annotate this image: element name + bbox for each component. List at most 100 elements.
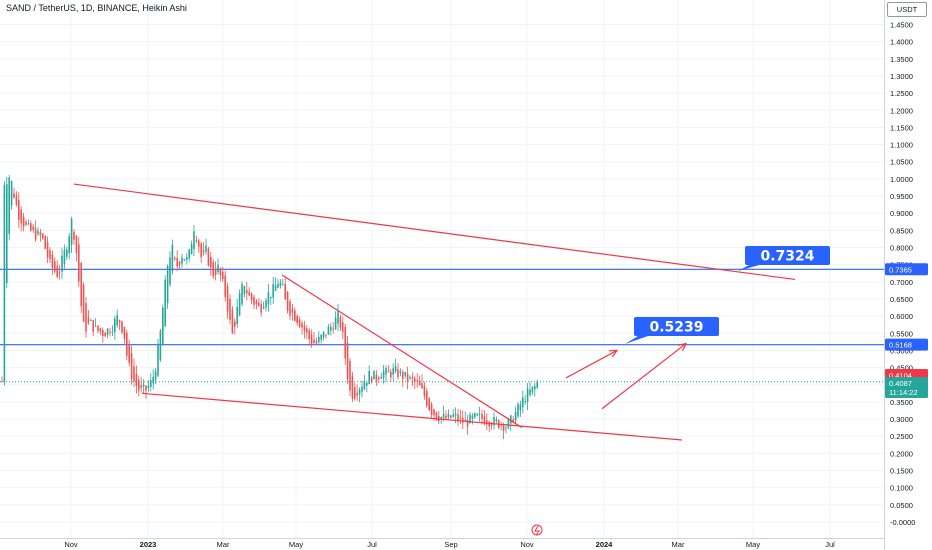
candle-body [3, 184, 6, 382]
candle-body [6, 184, 8, 284]
candle-body [142, 384, 145, 387]
candle-body [356, 392, 358, 396]
candle-body [87, 317, 90, 323]
candle-body [373, 370, 375, 380]
candle-body [279, 282, 282, 287]
arrow-line[interactable] [601, 343, 687, 410]
callout-box[interactable] [745, 246, 830, 265]
candle-body [1, 381, 3, 383]
price-tick-label: 1.4500 [890, 21, 913, 30]
callout-pointer [738, 265, 759, 271]
level-price-badge [885, 263, 928, 276]
currency-button[interactable]: USDT [887, 2, 927, 17]
price-tick-label: 1.3500 [890, 55, 913, 64]
candle-body [198, 240, 200, 247]
arrow-head [678, 342, 688, 352]
candle-body [75, 235, 78, 254]
price-tick-label: 0.1000 [890, 484, 913, 493]
candle-body [195, 240, 198, 242]
callout-label: 0.7324 [760, 249, 814, 265]
callout-box[interactable] [634, 317, 719, 336]
candle-body [241, 284, 243, 305]
candle-body [32, 226, 34, 230]
candle-body [476, 413, 478, 416]
candle-body [308, 330, 310, 340]
candle-body [114, 318, 116, 332]
candle-body [471, 415, 474, 419]
candle-body [63, 250, 66, 264]
candle-body [414, 378, 416, 383]
candle-body [445, 415, 447, 419]
candle-body [224, 275, 226, 297]
price-tick-label: 1.0000 [890, 175, 913, 184]
candle-body [536, 381, 538, 388]
price-tick-label: 0.5000 [890, 346, 913, 355]
candle-body [130, 353, 133, 380]
candle-body [529, 389, 531, 396]
price-tick-label: 1.0500 [890, 158, 913, 167]
candle-body [380, 376, 382, 379]
time-tick-label: 2023 [140, 540, 157, 549]
trendline[interactable] [141, 392, 683, 441]
candle-body [272, 284, 274, 298]
level-price-badge [885, 338, 928, 351]
candle-body [174, 257, 176, 259]
candle-body [298, 319, 301, 327]
candle-body [58, 271, 61, 273]
time-tick-label: Mar [217, 540, 230, 549]
candle-body [176, 257, 178, 267]
candle-body [481, 414, 483, 419]
time-tick-label: May [746, 540, 760, 549]
candle-body [454, 413, 457, 416]
symbol-header: SAND / TetherUS, 1D, BINANCE, Heikin Ash… [6, 3, 187, 13]
candle-body [99, 328, 102, 332]
event-marker-icon[interactable] [531, 524, 543, 536]
candle-body [92, 320, 94, 332]
arrow-line[interactable] [565, 349, 618, 379]
candle-body [49, 249, 51, 260]
candle-body [474, 413, 476, 418]
candle-body [85, 303, 87, 332]
candle-body [162, 307, 164, 346]
candle-body [181, 257, 183, 264]
candle-body [138, 379, 140, 391]
time-tick-label: Nov [64, 540, 78, 549]
candle-body [171, 244, 174, 272]
candle-body [39, 232, 42, 236]
trendline[interactable] [73, 183, 796, 281]
price-tick-label: 0.8000 [890, 244, 913, 253]
price-tick-label: 0.2000 [890, 449, 913, 458]
price-tick-label: -0.0000 [890, 518, 915, 527]
candle-body [70, 219, 73, 245]
candle-body [190, 243, 193, 254]
time-tick-label: Jul [367, 540, 377, 549]
candle-body [159, 330, 162, 361]
candle-body [409, 377, 411, 379]
candle-body [258, 302, 260, 306]
candle-body [178, 262, 181, 265]
trendline[interactable] [281, 274, 523, 429]
candle-body [193, 231, 195, 249]
candle-body [382, 371, 385, 378]
candle-body [66, 249, 68, 257]
candle-body [428, 398, 430, 411]
candle-body [140, 385, 142, 388]
candle-body [80, 263, 82, 307]
candle-body [301, 323, 303, 328]
callout-pointer [625, 336, 648, 344]
candle-body [236, 306, 238, 325]
candle-body [94, 325, 97, 327]
candle-body [354, 387, 356, 399]
candle-body [169, 257, 171, 285]
candle-body [265, 300, 267, 308]
candle-body [512, 419, 514, 423]
candle-body [502, 424, 505, 431]
candle-body [450, 415, 452, 418]
candle-body [37, 230, 39, 234]
candle-body [22, 216, 25, 227]
candle-body [274, 285, 277, 291]
candle-body [15, 195, 18, 205]
price-tick-label: 0.8500 [890, 226, 913, 235]
